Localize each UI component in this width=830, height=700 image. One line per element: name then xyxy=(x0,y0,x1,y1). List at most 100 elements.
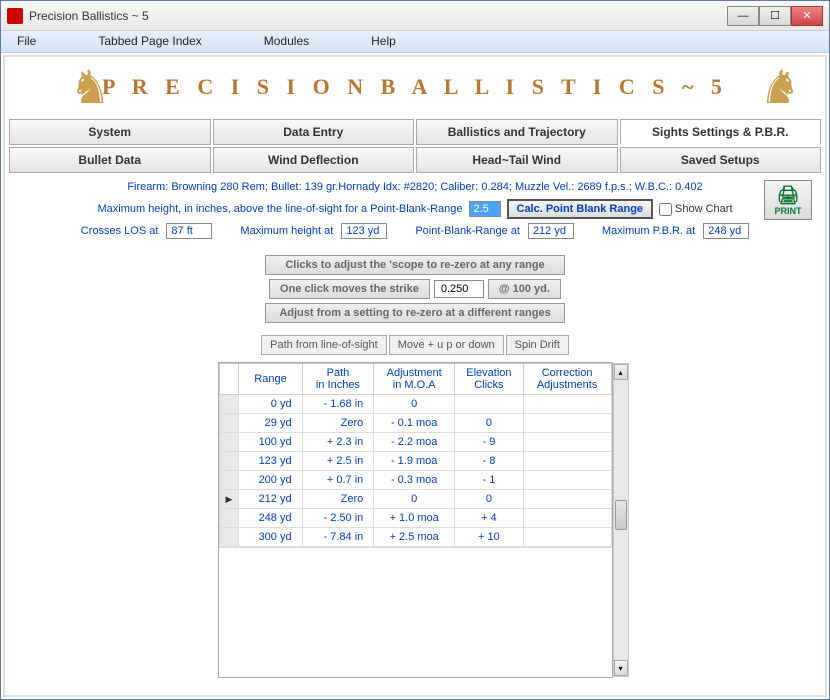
minimize-button[interactable]: — xyxy=(727,6,759,26)
row-marker xyxy=(219,471,239,490)
maximize-button[interactable]: ☐ xyxy=(759,6,791,26)
data-table: Range Pathin Inches Adjustmentin M.O.A E… xyxy=(219,363,612,547)
tab-row-2: Bullet Data Wind Deflection Head~Tail Wi… xyxy=(9,147,821,173)
table-row[interactable]: 300 yd- 7.84 in+ 2.5 moa+ 10 xyxy=(219,528,611,547)
show-chart-checkbox[interactable]: Show Chart xyxy=(659,203,732,216)
table-row[interactable]: 29 ydZero- 0.1 moa0 xyxy=(219,414,611,433)
cell-range: 123 yd xyxy=(239,452,302,471)
table-row[interactable]: 100 yd+ 2.3 in- 2.2 moa- 9 xyxy=(219,433,611,452)
tab-saved-setups[interactable]: Saved Setups xyxy=(620,147,822,173)
row-marker-header xyxy=(219,364,239,395)
close-button[interactable]: ✕ xyxy=(791,6,823,26)
scroll-down-icon[interactable]: ▾ xyxy=(614,660,628,676)
row-marker xyxy=(219,433,239,452)
cell-path: - 7.84 in xyxy=(302,528,374,547)
tab-rows: System Data Entry Ballistics and Traject… xyxy=(5,117,825,175)
max-height-at-value: 123 yd xyxy=(341,223,387,239)
col-elevation: ElevationClicks xyxy=(455,364,524,395)
printer-icon: 🖨 xyxy=(777,185,800,206)
table-scrollbar[interactable]: ▴ ▾ xyxy=(613,363,629,677)
adjust-setting-button[interactable]: Adjust from a setting to re-zero at a di… xyxy=(265,303,565,323)
row-marker xyxy=(219,509,239,528)
row-marker xyxy=(219,414,239,433)
cell-path: + 0.7 in xyxy=(302,471,374,490)
col-range: Range xyxy=(239,364,302,395)
col-correction: CorrectionAdjustments xyxy=(523,364,611,395)
max-height-input[interactable]: 2.5 xyxy=(469,201,501,217)
row-marker xyxy=(219,490,239,509)
knight-icon-left: ♞ xyxy=(65,59,115,114)
tab-data-entry[interactable]: Data Entry xyxy=(213,119,415,145)
menu-tabbed-index[interactable]: Tabbed Page Index xyxy=(86,31,251,52)
cell-range: 200 yd xyxy=(239,471,302,490)
max-height-label: Maximum height, in inches, above the lin… xyxy=(97,203,462,215)
pbr-results-row: Crosses LOS at 87 ft Maximum height at 1… xyxy=(5,221,825,249)
cell-correction xyxy=(523,490,611,509)
print-button[interactable]: 🖨 PRINT xyxy=(764,180,812,220)
pbr-input-row: Maximum height, in inches, above the lin… xyxy=(5,197,825,221)
data-table-wrap: Range Pathin Inches Adjustmentin M.O.A E… xyxy=(218,362,613,678)
cell-elevation: - 1 xyxy=(455,471,524,490)
app-icon xyxy=(7,8,23,24)
cell-correction xyxy=(523,452,611,471)
subtabs: Path from line-of-sight Move + u p or do… xyxy=(261,335,569,355)
tab-sights-settings[interactable]: Sights Settings & P.B.R. xyxy=(620,119,822,145)
cell-elevation: - 9 xyxy=(455,433,524,452)
at-100-button[interactable]: @ 100 yd. xyxy=(488,279,561,299)
menu-help[interactable]: Help xyxy=(359,31,446,52)
subtab-path[interactable]: Path from line-of-sight xyxy=(261,335,387,355)
scroll-up-icon[interactable]: ▴ xyxy=(614,364,628,380)
tab-bullet-data[interactable]: Bullet Data xyxy=(9,147,211,173)
click-value-input[interactable]: 0.250 xyxy=(434,280,484,298)
cell-correction xyxy=(523,471,611,490)
cell-adjustment: - 2.2 moa xyxy=(374,433,455,452)
subtab-spin-drift[interactable]: Spin Drift xyxy=(506,335,569,355)
cell-path: + 2.3 in xyxy=(302,433,374,452)
click-moves-row: One click moves the strike 0.250 @ 100 y… xyxy=(269,279,561,299)
cell-elevation: 0 xyxy=(455,490,524,509)
crosses-los-label: Crosses LOS at xyxy=(81,225,159,237)
table-row[interactable]: 248 yd- 2.50 in+ 1.0 moa+ 4 xyxy=(219,509,611,528)
row-marker xyxy=(219,395,239,414)
tab-head-tail-wind[interactable]: Head~Tail Wind xyxy=(416,147,618,173)
cell-elevation: + 4 xyxy=(455,509,524,528)
cell-path: - 1.68 in xyxy=(302,395,374,414)
cell-adjustment: - 1.9 moa xyxy=(374,452,455,471)
table-row[interactable]: 123 yd+ 2.5 in- 1.9 moa- 8 xyxy=(219,452,611,471)
content-area: ♞ P R E C I S I O N B A L L I S T I C S … xyxy=(3,55,827,697)
table-row[interactable]: 212 ydZero00 xyxy=(219,490,611,509)
tab-wind-deflection[interactable]: Wind Deflection xyxy=(213,147,415,173)
show-chart-input[interactable] xyxy=(659,203,672,216)
cell-range: 212 yd xyxy=(239,490,302,509)
firearm-info: Firearm: Browning 280 Rem; Bullet: 139 g… xyxy=(5,175,825,197)
window-title: Precision Ballistics ~ 5 xyxy=(29,9,149,23)
cell-adjustment: + 1.0 moa xyxy=(374,509,455,528)
menu-modules[interactable]: Modules xyxy=(252,31,359,52)
cell-path: + 2.5 in xyxy=(302,452,374,471)
cell-range: 29 yd xyxy=(239,414,302,433)
window-buttons: — ☐ ✕ xyxy=(727,6,823,26)
one-click-button[interactable]: One click moves the strike xyxy=(269,279,430,299)
table-blank-area xyxy=(219,547,612,677)
scroll-thumb[interactable] xyxy=(615,500,627,530)
knight-icon-right: ♞ xyxy=(755,59,805,114)
scroll-track[interactable] xyxy=(614,380,628,660)
cell-adjustment: - 0.3 moa xyxy=(374,471,455,490)
max-pbr-label: Maximum P.B.R. at xyxy=(602,225,695,237)
calc-pbr-button[interactable]: Calc. Point Blank Range xyxy=(507,199,654,219)
cell-elevation: 0 xyxy=(455,414,524,433)
table-row[interactable]: 0 yd- 1.68 in0 xyxy=(219,395,611,414)
titlebar: Precision Ballistics ~ 5 — ☐ ✕ xyxy=(1,1,829,31)
clicks-adjust-button[interactable]: Clicks to adjust the 'scope to re-zero a… xyxy=(265,255,565,275)
tab-ballistics[interactable]: Ballistics and Trajectory xyxy=(416,119,618,145)
cell-adjustment: 0 xyxy=(374,490,455,509)
row-marker xyxy=(219,528,239,547)
row-marker xyxy=(219,452,239,471)
subtab-move[interactable]: Move + u p or down xyxy=(389,335,504,355)
tab-system[interactable]: System xyxy=(9,119,211,145)
middle-area: Clicks to adjust the 'scope to re-zero a… xyxy=(5,249,825,678)
table-row[interactable]: 200 yd+ 0.7 in- 0.3 moa- 1 xyxy=(219,471,611,490)
menu-file[interactable]: File xyxy=(5,31,86,52)
crosses-los-value: 87 ft xyxy=(166,223,212,239)
header-banner: ♞ P R E C I S I O N B A L L I S T I C S … xyxy=(5,57,825,117)
